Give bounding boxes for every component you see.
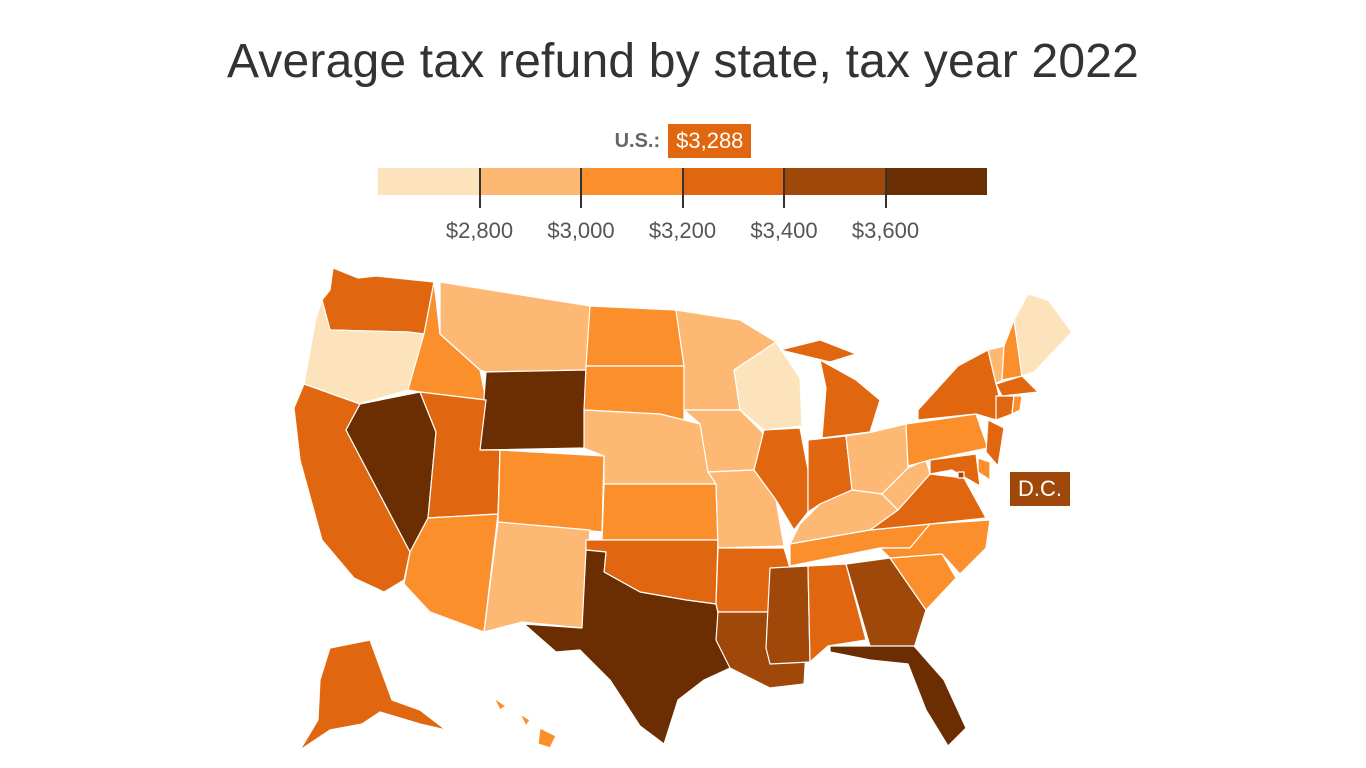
map-title: Average tax refund by state, tax year 20… — [226, 35, 1140, 88]
legend-bin-1 — [479, 168, 581, 195]
state-me — [1013, 293, 1073, 377]
legend-tick-label: $3,200 — [648, 218, 717, 243]
legend-tick — [681, 168, 684, 208]
legend-tick — [580, 168, 582, 208]
state-fl — [829, 645, 967, 747]
state-al — [807, 563, 867, 663]
legend-bin-4 — [784, 168, 886, 195]
state-nm — [483, 521, 591, 633]
state-ct — [995, 395, 1015, 421]
us-average-label: U.S.: — [614, 129, 661, 152]
state-hi — [493, 697, 557, 749]
color-legend: $2,800 $3,000 $3,200 $3,400 $3,600 — [378, 168, 987, 243]
state-dc — [957, 471, 965, 479]
state-ks — [601, 483, 719, 541]
us-average-badge: $3,288 — [668, 124, 752, 158]
state-wv — [881, 459, 931, 511]
state-nj — [985, 419, 1005, 467]
state-tx — [523, 549, 731, 745]
state-nd — [585, 305, 685, 367]
state-md — [929, 453, 981, 487]
legend-tick — [783, 168, 785, 208]
legend-tick — [884, 168, 887, 208]
legend-tick-label: $2,800 — [445, 218, 514, 243]
state-ri — [1011, 395, 1023, 415]
legend-tick-label: $3,000 — [547, 218, 615, 243]
legend-tick-label: $3,600 — [851, 218, 920, 243]
state-ma — [995, 375, 1039, 397]
state-wy — [479, 369, 587, 451]
state-ny — [917, 349, 1001, 421]
state-ga — [845, 557, 927, 649]
legend-tick — [478, 168, 481, 208]
state-wi — [733, 341, 803, 431]
state-de — [977, 457, 991, 481]
legend-bin-5 — [885, 168, 987, 195]
legend-bin-0 — [378, 168, 480, 195]
us-average: U.S.: $3,288 — [0, 124, 1366, 158]
state-ak — [299, 639, 447, 751]
legend-tick-label: $3,400 — [750, 218, 818, 243]
dc-label: D.C. — [1010, 472, 1070, 506]
state-ms — [765, 565, 811, 665]
legend-bin-3 — [682, 168, 784, 195]
state-il — [753, 427, 809, 531]
legend-bin-2 — [581, 168, 683, 195]
state-nc — [879, 519, 991, 575]
state-wa — [321, 267, 435, 335]
state-co — [497, 449, 605, 533]
